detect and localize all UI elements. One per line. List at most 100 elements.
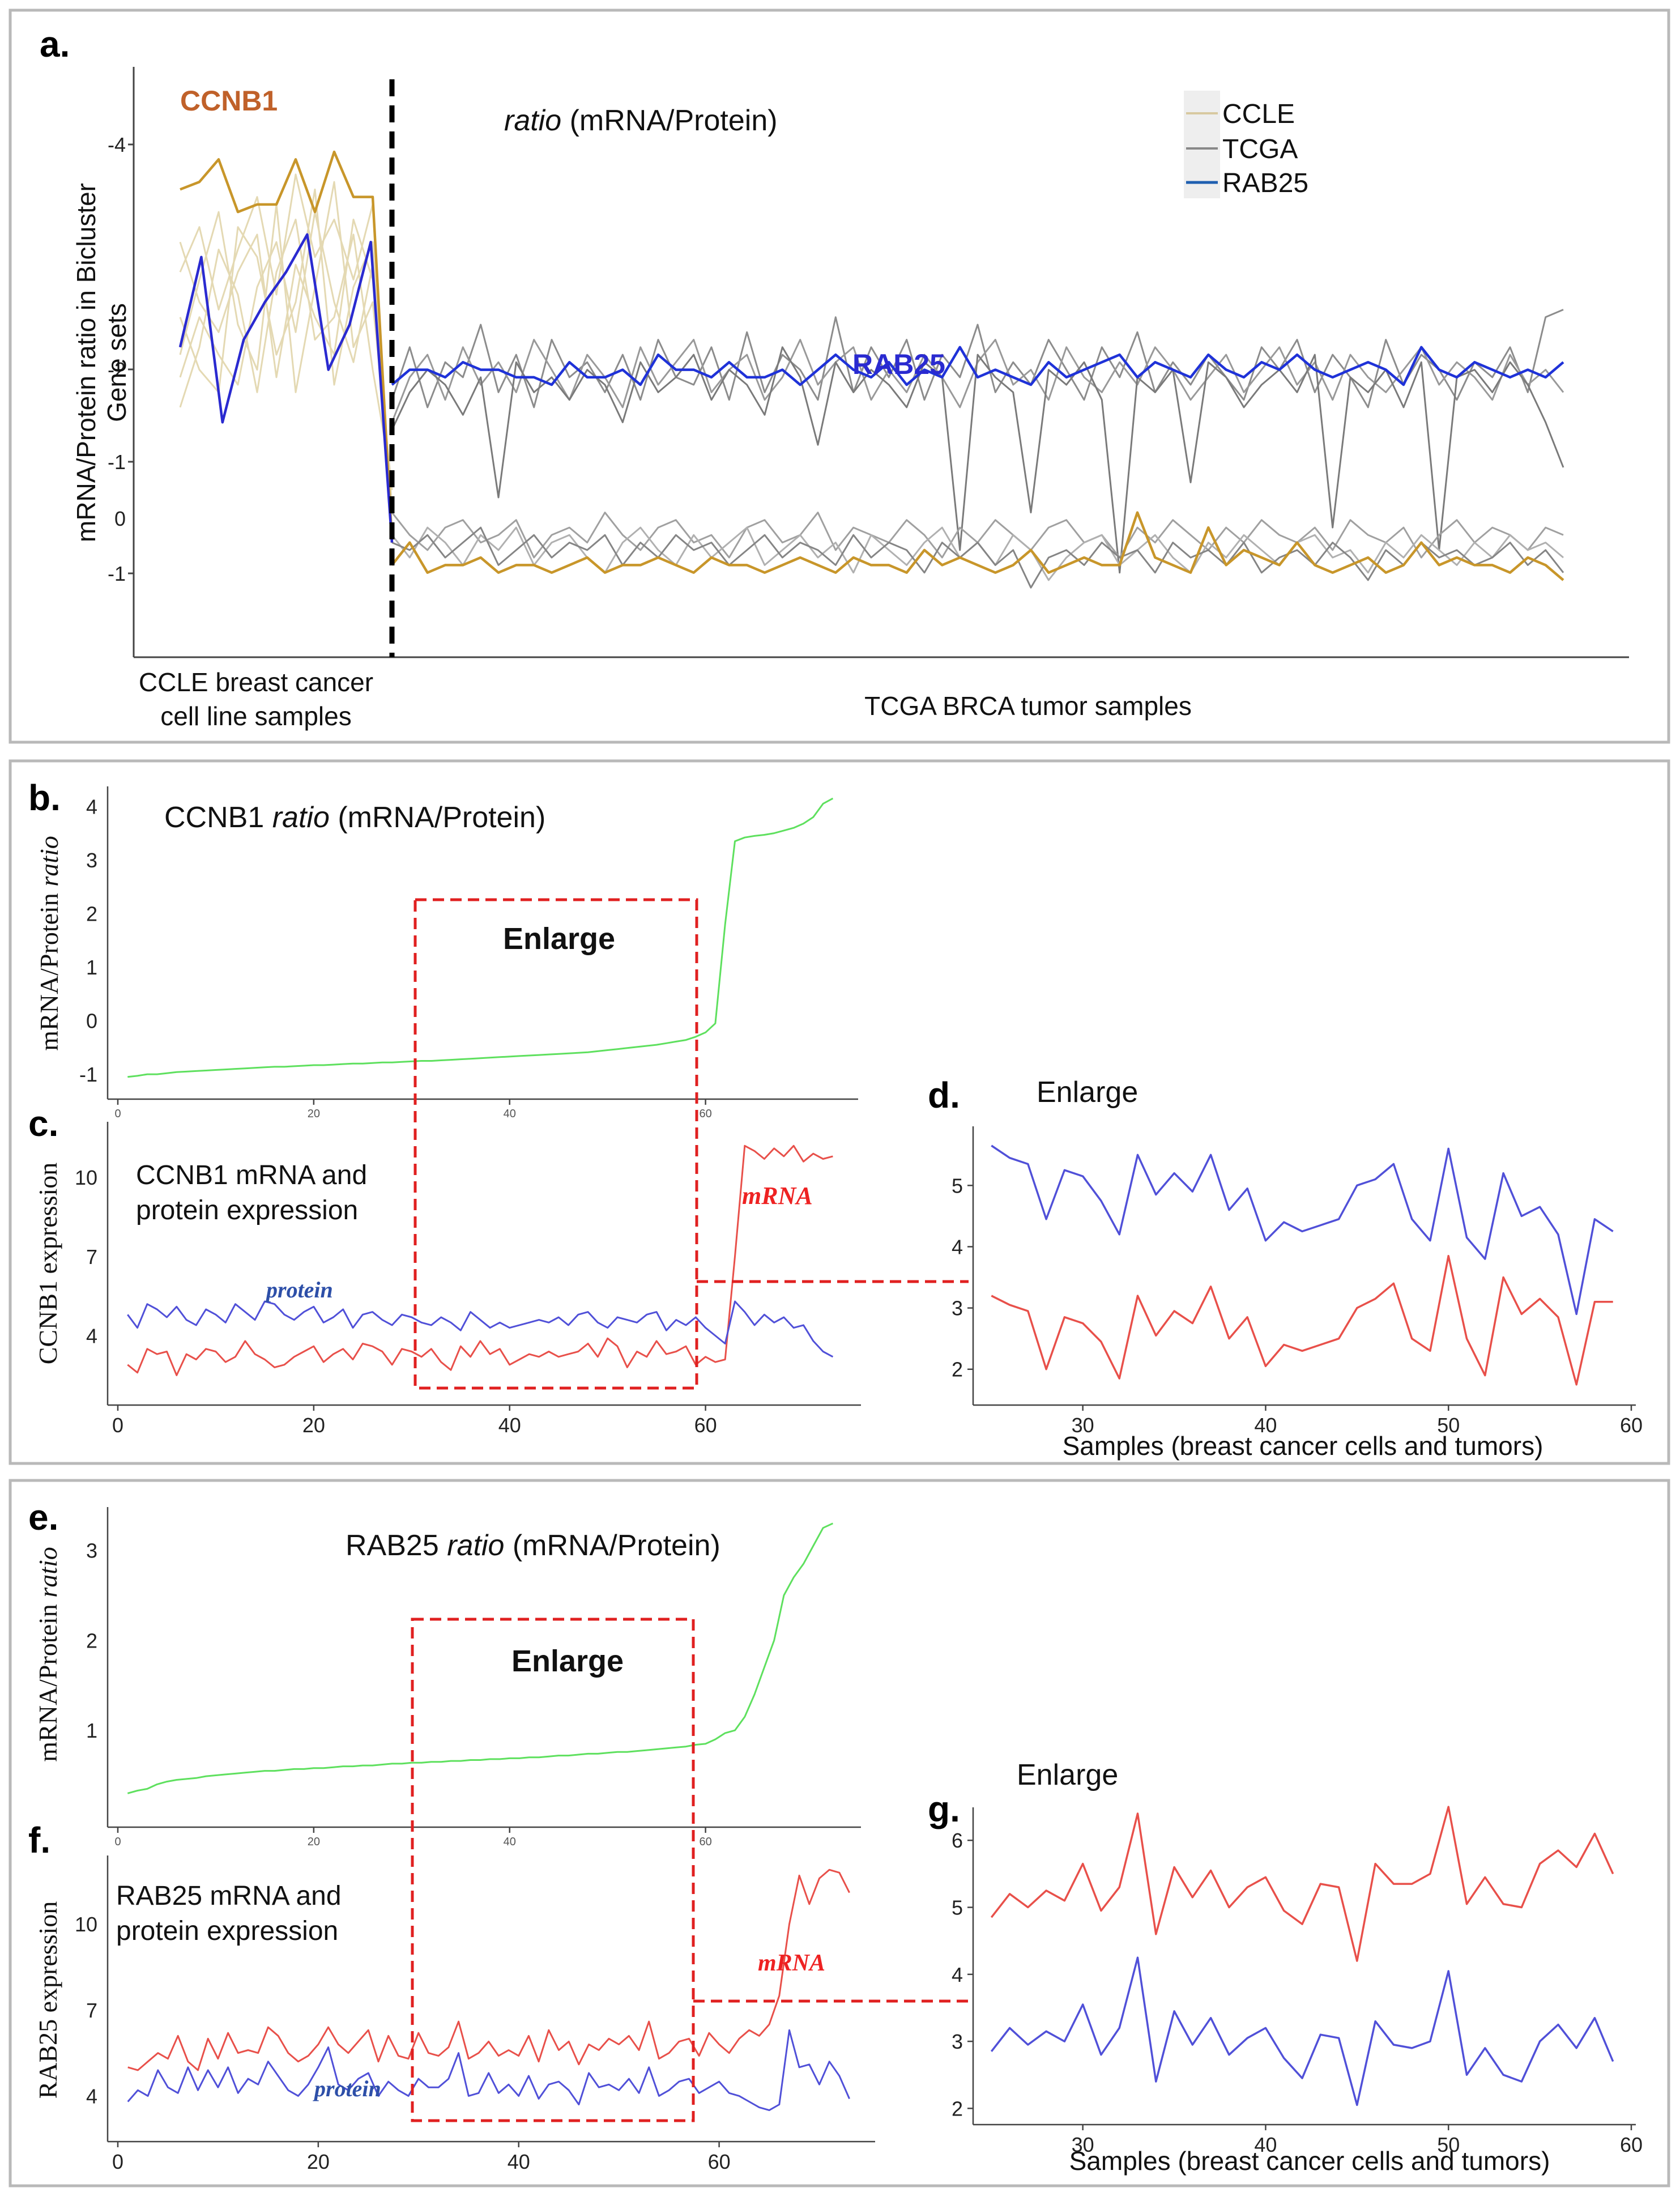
series-tcga-gene-6-line — [391, 526, 1564, 589]
panel-f-label-mrna: mRNA — [758, 1950, 825, 1976]
panel-g-xtick-label: 40 — [1254, 2133, 1277, 2156]
panel-b-ytick-label: 2 — [86, 902, 97, 925]
legend-label-rab25: RAB25 — [1222, 168, 1308, 198]
panel-b-ytick-label: 4 — [86, 795, 97, 818]
panel-d-xtick-label: 40 — [1254, 1414, 1277, 1437]
panel-e-ylabel-italic: ratio — [33, 1547, 62, 1597]
panel-a-series — [178, 150, 1564, 589]
panel-e-ytick-label: 2 — [86, 1629, 97, 1652]
panel-c-title-line2: protein expression — [136, 1195, 358, 1225]
panel-a-xlabel-left-line1: CCLE breast cancer — [139, 667, 373, 697]
panel-g-xtick-label: 30 — [1072, 2133, 1094, 2156]
series-ratio-line — [127, 797, 834, 1078]
series-ccle-gene-1-line — [179, 173, 393, 528]
panel-a-ytick-label: -1 — [108, 562, 126, 585]
panel-e-ticks: 1 2 3 0 20 40 60 — [86, 1539, 712, 1848]
panel-letter-f: f. — [28, 1820, 50, 1861]
panel-f-ytick-label: 7 — [86, 1999, 97, 2022]
panel-g-title: Enlarge — [1017, 1759, 1118, 1791]
panel-f-xtick-label: 0 — [112, 2150, 123, 2173]
panel-c-ticks: 4 7 10 0 20 40 60 — [75, 1166, 717, 1437]
legend-label-ccle: CCLE — [1222, 99, 1295, 129]
panel-b-enlarge-label: Enlarge — [503, 922, 615, 956]
panel-b-title-italic: ratio — [272, 801, 330, 834]
panel-e-series — [127, 1522, 834, 1794]
panel-a-title: ratio (mRNA/Protein) — [504, 104, 778, 137]
panel-efg-frame — [8, 1479, 1670, 2188]
panel-e-xtick-label: 0 — [114, 1836, 121, 1848]
panel-d-series — [991, 1144, 1614, 1386]
panel-d-ytick-label: 4 — [952, 1235, 963, 1258]
series-protein-line — [127, 2029, 850, 2112]
annotation-ccnb1: CCNB1 — [180, 85, 278, 117]
panel-e-ytick-label: 3 — [86, 1539, 97, 1562]
rab25-enlarge-box — [411, 1618, 695, 2122]
panel-f-ticks: 4 7 10 0 20 40 60 — [75, 1913, 731, 2173]
panel-c-xtick-label: 20 — [302, 1414, 325, 1437]
panel-b-ytick-label: 1 — [86, 956, 97, 979]
panel-d-xlabel: Samples (breast cancer cells and tumors) — [1063, 1431, 1543, 1461]
panel-b-ylabel-italic: ratio — [35, 836, 63, 886]
panel-e-title-rest: (mRNA/Protein) — [504, 1529, 720, 1562]
series-ccle-gene-4-line — [179, 188, 393, 535]
panel-e-ylabel: mRNA/Protein ratio — [33, 1547, 62, 1762]
series-rab25-tcga--line — [391, 346, 1564, 386]
panel-g-ytick-label: 6 — [952, 1829, 963, 1852]
panel-f-xtick-label: 40 — [508, 2150, 530, 2173]
series-mrna-line — [991, 1254, 1613, 1386]
series-protein-line — [127, 1300, 834, 1358]
panel-a-legend: CCLE TCGA RAB25 — [1184, 91, 1308, 198]
panel-a-title-rest: (mRNA/Protein) — [561, 104, 777, 137]
legend-label-tcga: TCGA — [1222, 134, 1298, 164]
panel-c-series — [127, 1144, 834, 1376]
panel-a: a. -4 -2 -1 0 -1 mRNA/Protein ratio in B… — [40, 24, 1629, 731]
series-protein-line — [991, 1144, 1614, 1316]
panel-b-series — [127, 797, 834, 1078]
panel-f-ytick-label: 10 — [75, 1913, 97, 1936]
panel-d-ytick-label: 2 — [952, 1358, 963, 1381]
panel-g: g. Enlarge 2 3 4 5 6 30 40 50 60 Samples (breast… — [928, 1759, 1643, 2176]
panel-b-xtick-label: 0 — [114, 1108, 121, 1120]
panel-f-title-line2: protein expression — [116, 1916, 338, 1946]
series-ccle-gene-3-line — [179, 218, 393, 483]
panel-b-xtick-label: 40 — [504, 1108, 516, 1120]
panel-c-ytick-label: 7 — [86, 1245, 97, 1269]
panel-c-ytick-label: 4 — [86, 1325, 97, 1348]
panel-e: e. 1 2 3 0 20 40 60 mRNA/Protein ratio RAB25 r… — [28, 1497, 861, 1848]
annotation-rab25: RAB25 — [852, 348, 945, 380]
panel-f: f. 4 7 10 0 20 40 60 RAB25 expression RAB25 mR… — [28, 1820, 875, 2173]
panel-e-ytick-label: 1 — [86, 1719, 97, 1742]
panel-c-label-mrna: mRNA — [742, 1182, 813, 1210]
panel-letter-e: e. — [28, 1497, 58, 1538]
series-protein-line — [990, 1956, 1614, 2106]
panel-e-xtick-label: 20 — [308, 1836, 320, 1848]
panel-b-ytick-label: 3 — [86, 849, 97, 872]
panel-a-ytick-label: 0 — [114, 507, 126, 530]
panel-b-ytick-label: 0 — [86, 1010, 97, 1033]
series-ccnb1-ccle--line — [180, 150, 394, 543]
panel-d-ytick-label: 5 — [952, 1174, 963, 1197]
panel-a-ytick-label: -4 — [108, 133, 126, 156]
panel-d-ticks: 2 3 4 5 30 40 50 60 — [952, 1174, 1643, 1437]
panel-b-xtick-label: 20 — [308, 1108, 320, 1120]
panel-a-ytick-label: -2 — [108, 358, 126, 381]
panel-g-ytick-label: 3 — [952, 2030, 963, 2053]
series-tcga-gene-2-line — [391, 339, 1564, 423]
panel-c-ytick-label: 10 — [75, 1166, 97, 1189]
panel-g-xlabel: Samples (breast cancer cells and tumors) — [1069, 2146, 1550, 2176]
panel-d-xtick-label: 50 — [1437, 1414, 1460, 1437]
panel-e-xtick-label: 40 — [504, 1836, 516, 1848]
series-rab25-ccle--line — [178, 233, 394, 543]
panel-letter-g: g. — [928, 1789, 960, 1829]
panel-d-ytick-label: 3 — [952, 1297, 963, 1320]
panel-b-ytick-label: -1 — [79, 1063, 97, 1086]
panel-letter-a: a. — [40, 24, 70, 65]
panel-d: d. Enlarge 2 3 4 5 30 40 50 60 Samples (breast … — [928, 1075, 1643, 1461]
panel-a-xlabel-right: TCGA BRCA tumor samples — [864, 691, 1192, 721]
series-ccle-gene-5-line — [179, 181, 393, 490]
panel-d-title: Enlarge — [1037, 1076, 1138, 1109]
panel-b-ylabel: mRNA/Protein ratio — [35, 836, 63, 1051]
panel-d-xtick-label: 30 — [1072, 1414, 1094, 1437]
